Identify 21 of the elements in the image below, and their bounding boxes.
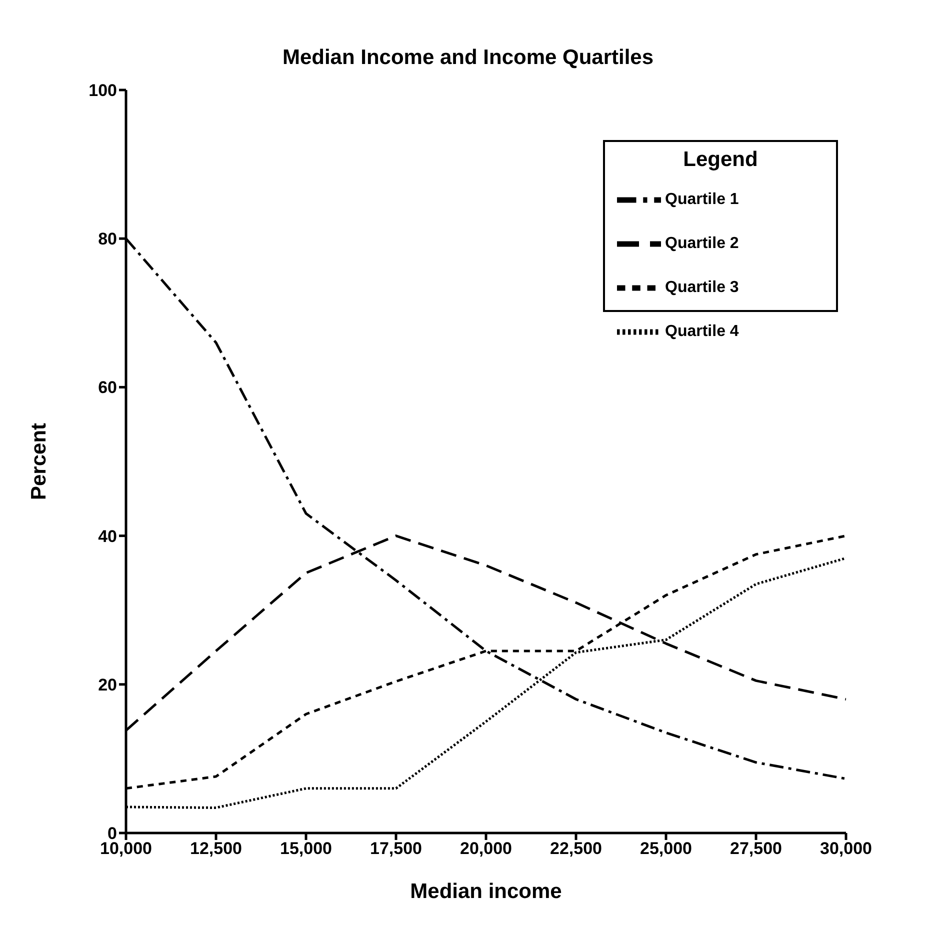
legend-label: Quartile 4	[665, 323, 739, 340]
x-tick-label: 25,000	[640, 839, 692, 858]
y-tick-label: 40	[98, 526, 117, 546]
x-tick-label: 17,500	[370, 839, 422, 858]
y-tick-label: 100	[88, 81, 117, 100]
x-axis-title: Median income	[410, 880, 562, 903]
x-tick-label: 30,000	[820, 839, 872, 858]
legend-label: Quartile 1	[665, 191, 739, 208]
x-tick-label: 22,500	[550, 839, 602, 858]
legend-title: Legend	[682, 148, 759, 172]
x-tick-label: 12,500	[190, 839, 242, 858]
x-tick-label: 20,000	[460, 839, 512, 858]
y-tick-label: 60	[98, 378, 117, 398]
y-tick-label: 80	[98, 230, 117, 249]
y-tick-label: 20	[98, 675, 117, 694]
y-axis-title: Percent	[27, 422, 50, 500]
chart-title: Median Income and Income Quartiles	[281, 46, 655, 70]
x-tick-label: 27,500	[730, 839, 782, 858]
legend-label: Quartile 2	[665, 235, 739, 252]
x-tick-label: 15,000	[280, 839, 332, 858]
legend-label: Quartile 3	[665, 279, 739, 296]
